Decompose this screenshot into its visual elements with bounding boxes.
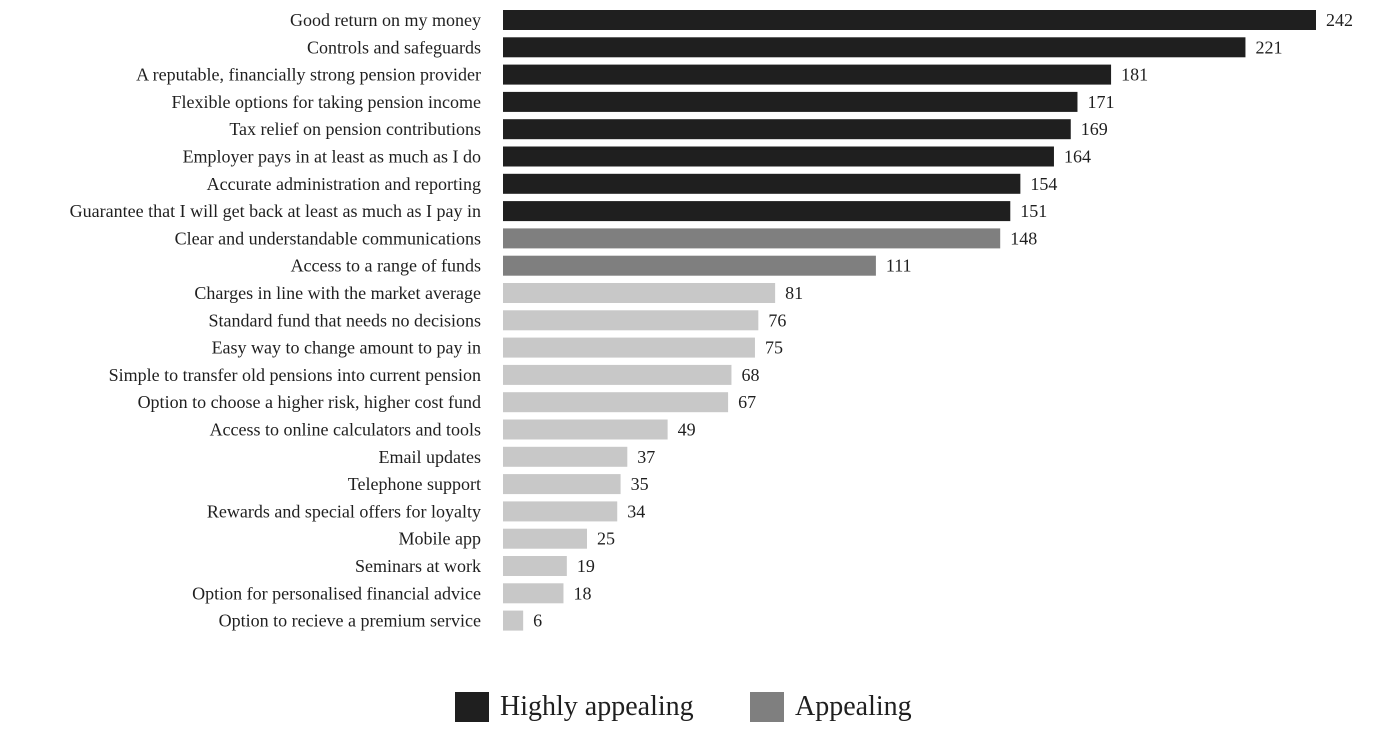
value-label-seminars-at-work: 19 [577,556,595,576]
bar-accurate-administration-and-reporting [503,173,1021,194]
category-label-guarantee-that-i-will-get-back-at-least-as-much-as-i-pay-in: Guarantee that I will get back at least … [70,201,481,221]
value-label-telephone-support: 35 [631,474,649,494]
value-label-a-reputable-financially-strong-pension-provider: 181 [1121,65,1148,85]
bar-option-for-personalised-financial-advice [503,583,564,604]
bar-clear-and-understandable-communications [503,228,1001,249]
bar-telephone-support [503,474,621,495]
value-label-access-to-a-range-of-funds: 111 [886,256,912,276]
category-label-controls-and-safeguards: Controls and safeguards [307,37,481,57]
bar-controls-and-safeguards [503,37,1246,58]
legend: Highly appealing Appealing [0,692,1373,732]
value-label-mobile-app: 25 [597,529,615,549]
value-label-option-for-personalised-financial-advice: 18 [573,583,591,603]
category-label-option-to-recieve-a-premium-service: Option to recieve a premium service [219,611,481,631]
category-label-flexible-options-for-taking-pension-income: Flexible options for taking pension inco… [172,92,481,112]
category-label-a-reputable-financially-strong-pension-provider: A reputable, financially strong pension … [136,65,481,85]
bar-guarantee-that-i-will-get-back-at-least-as-much-as-i-pay-in [503,201,1011,222]
bar-mobile-app [503,528,587,549]
bar-simple-to-transfer-old-pensions-into-current-pension [503,364,732,385]
category-label-mobile-app: Mobile app [399,529,482,549]
category-label-good-return-on-my-money: Good return on my money [290,10,481,30]
value-label-controls-and-safeguards: 221 [1255,37,1282,57]
value-label-rewards-and-special-offers-for-loyalty: 34 [627,501,645,521]
bar-charges-in-line-with-the-market-average [503,283,776,303]
value-label-standard-fund-that-needs-no-decisions: 76 [768,310,786,330]
value-label-guarantee-that-i-will-get-back-at-least-as-much-as-i-pay-in: 151 [1020,201,1047,221]
value-label-email-updates: 37 [637,447,655,467]
value-label-flexible-options-for-taking-pension-income: 171 [1087,92,1114,112]
category-label-option-to-choose-a-higher-risk-higher-cost-fund: Option to choose a higher risk, higher c… [138,392,481,412]
value-label-option-to-recieve-a-premium-service: 6 [533,611,542,631]
bar-option-to-recieve-a-premium-service [503,610,524,631]
category-label-standard-fund-that-needs-no-decisions: Standard fund that needs no decisions [209,310,481,330]
bar-tax-relief-on-pension-contributions [503,119,1071,140]
value-label-clear-and-understandable-communications: 148 [1010,228,1037,248]
bar-standard-fund-that-needs-no-decisions [503,310,759,331]
legend-swatch-appealing [750,692,784,722]
bar-employer-pays-in-at-least-as-much-as-i-do [503,146,1054,167]
bar-access-to-a-range-of-funds [503,255,876,276]
bar-a-reputable-financially-strong-pension-provider [503,64,1112,85]
value-label-charges-in-line-with-the-market-average: 81 [785,283,803,303]
legend-label-appealing: Appealing [795,691,912,722]
bar-rewards-and-special-offers-for-loyalty [503,501,618,522]
bar-email-updates [503,446,628,467]
bar-easy-way-to-change-amount-to-pay-in [503,337,755,358]
bar-good-return-on-my-money [503,10,1316,30]
bar-option-to-choose-a-higher-risk-higher-cost-fund [503,392,729,413]
category-label-option-for-personalised-financial-advice: Option for personalised financial advice [192,583,481,603]
category-label-access-to-a-range-of-funds: Access to a range of funds [291,256,481,276]
category-label-telephone-support: Telephone support [348,474,481,494]
value-label-access-to-online-calculators-and-tools: 49 [678,420,696,440]
value-label-option-to-choose-a-higher-risk-higher-cost-fund: 67 [738,392,756,412]
legend-swatch-highly-appealing [455,692,489,722]
value-label-good-return-on-my-money: 242 [1326,10,1353,30]
category-label-email-updates: Email updates [379,447,481,467]
category-label-seminars-at-work: Seminars at work [355,556,481,576]
category-label-tax-relief-on-pension-contributions: Tax relief on pension contributions [229,119,481,139]
legend-item-appealing: Appealing [750,692,912,722]
category-label-clear-and-understandable-communications: Clear and understandable communications [175,228,481,248]
bar-flexible-options-for-taking-pension-income [503,91,1078,112]
category-label-easy-way-to-change-amount-to-pay-in: Easy way to change amount to pay in [212,338,481,358]
value-label-tax-relief-on-pension-contributions: 169 [1081,119,1108,139]
value-label-easy-way-to-change-amount-to-pay-in: 75 [765,338,783,358]
value-label-simple-to-transfer-old-pensions-into-current-pension: 68 [741,365,759,385]
bar-seminars-at-work [503,556,567,576]
bar-access-to-online-calculators-and-tools [503,419,668,440]
category-label-simple-to-transfer-old-pensions-into-current-pension: Simple to transfer old pensions into cur… [109,365,481,385]
value-label-accurate-administration-and-reporting: 154 [1030,174,1057,194]
category-label-access-to-online-calculators-and-tools: Access to online calculators and tools [210,420,481,440]
legend-item-highly-appealing: Highly appealing [455,692,694,722]
value-label-employer-pays-in-at-least-as-much-as-i-do: 164 [1064,147,1091,167]
category-label-accurate-administration-and-reporting: Accurate administration and reporting [207,174,481,194]
category-label-rewards-and-special-offers-for-loyalty: Rewards and special offers for loyalty [207,501,481,521]
category-label-charges-in-line-with-the-market-average: Charges in line with the market average [194,283,481,303]
legend-label-highly-appealing: Highly appealing [500,691,694,722]
category-label-employer-pays-in-at-least-as-much-as-i-do: Employer pays in at least as much as I d… [183,147,481,167]
